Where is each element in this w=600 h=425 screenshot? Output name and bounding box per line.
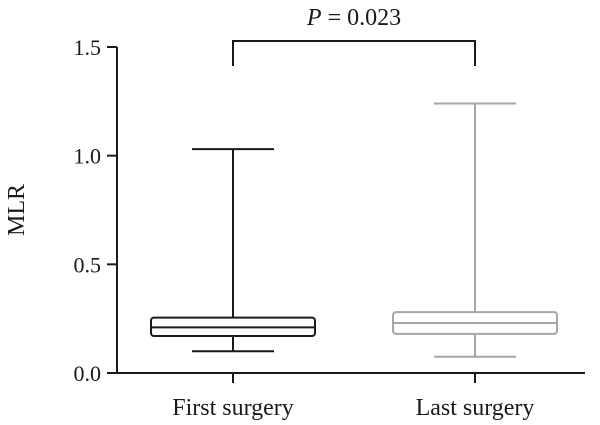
y-tick-label: 0.5 xyxy=(74,252,102,277)
p-symbol: P xyxy=(306,5,322,31)
x-tick-label: First surgery xyxy=(172,395,294,421)
box-2 xyxy=(392,102,558,358)
y-tick-label: 1.0 xyxy=(74,144,102,169)
x-tick-label: Last surgery xyxy=(416,395,535,421)
y-tick-label: 0.0 xyxy=(74,361,102,386)
significance-annotation: P = 0.023 xyxy=(232,5,476,66)
box-1 xyxy=(150,148,316,353)
y-axis-title: MLR xyxy=(4,184,30,236)
y-tick-label: 1.5 xyxy=(74,35,102,60)
p-value-label: P = 0.023 xyxy=(306,5,401,31)
significance-bracket xyxy=(232,40,476,66)
p-value-text: = 0.023 xyxy=(322,5,402,31)
boxes xyxy=(150,102,558,358)
axes: 0.0 0.5 1.0 1.5 First surgery Last surgery xyxy=(74,35,585,421)
